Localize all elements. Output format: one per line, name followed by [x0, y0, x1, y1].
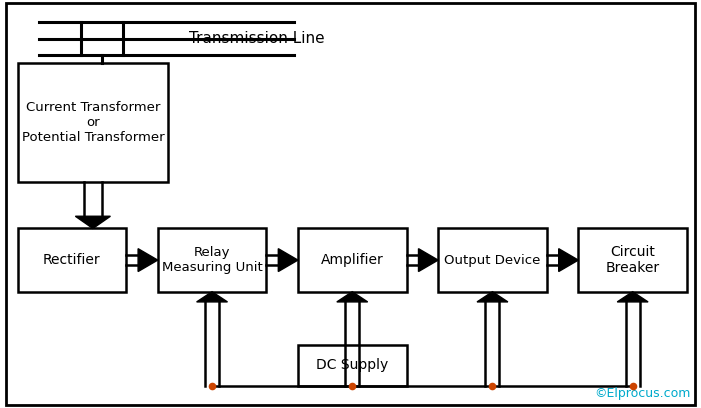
Text: Rectifier: Rectifier: [43, 253, 101, 267]
Bar: [298, 228, 407, 292]
Bar: [18, 63, 168, 182]
Bar: [298, 345, 407, 386]
Polygon shape: [559, 248, 578, 272]
Polygon shape: [76, 216, 111, 228]
Bar: [438, 228, 547, 292]
Polygon shape: [138, 248, 158, 272]
Text: Relay
Measuring Unit: Relay Measuring Unit: [162, 246, 262, 274]
Polygon shape: [477, 292, 508, 302]
Bar: [578, 228, 687, 292]
Polygon shape: [336, 292, 367, 302]
Text: ©Elprocus.com: ©Elprocus.com: [594, 387, 690, 400]
Polygon shape: [278, 248, 298, 272]
Text: Amplifier: Amplifier: [321, 253, 383, 267]
Text: Output Device: Output Device: [444, 254, 540, 266]
Text: Current Transformer
or
Potential Transformer: Current Transformer or Potential Transfo…: [22, 101, 164, 144]
Polygon shape: [618, 292, 648, 302]
Polygon shape: [196, 292, 227, 302]
Text: DC Supply: DC Supply: [316, 358, 388, 372]
Polygon shape: [418, 248, 438, 272]
Text: Circuit
Breaker: Circuit Breaker: [606, 245, 660, 275]
Text: Transmission Line: Transmission Line: [189, 31, 325, 46]
Bar: [18, 228, 126, 292]
Bar: [158, 228, 266, 292]
